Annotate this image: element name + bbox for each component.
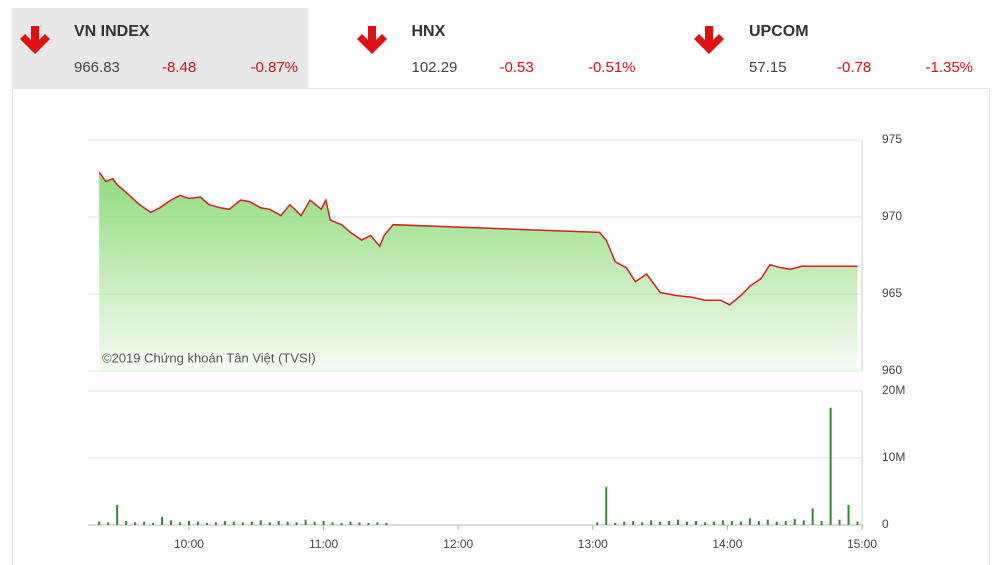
volume-bar xyxy=(322,520,325,525)
volume-bar xyxy=(232,521,235,525)
index-name: UPCOM xyxy=(749,23,809,40)
index-value: 966.83 xyxy=(74,59,120,76)
volume-bar xyxy=(143,521,146,525)
volume-bar xyxy=(748,518,751,525)
volume-bar xyxy=(214,522,217,525)
volume-bar xyxy=(134,522,137,525)
volume-bar xyxy=(385,522,388,525)
volume-bar xyxy=(730,520,733,525)
volume-bar xyxy=(178,522,181,525)
copyright: ©2019 Chứng khoán Tân Việt (TVSI) xyxy=(102,350,316,365)
arrows xyxy=(20,26,724,54)
x-tick-label: 15:00 xyxy=(847,537,877,551)
active-tab xyxy=(12,8,308,88)
volume-bar xyxy=(641,522,644,525)
x-tick-label: 10:00 xyxy=(174,537,204,551)
volume-bar xyxy=(116,504,119,525)
x-tick-label: 12:00 xyxy=(443,537,473,551)
index-value: 102.29 xyxy=(412,59,458,76)
index-percent: -0.87% xyxy=(250,59,298,76)
volume-bar xyxy=(596,522,599,525)
volume-bar xyxy=(784,520,787,525)
volume-bar xyxy=(161,516,164,525)
index-value: 57.15 xyxy=(749,59,787,76)
area-fill xyxy=(99,172,858,371)
volume-bar xyxy=(668,520,671,525)
volume-bar xyxy=(829,407,832,525)
volume-bar xyxy=(313,521,316,525)
volume-bar xyxy=(340,522,343,525)
volume-bar xyxy=(205,522,208,525)
volume-bar xyxy=(170,520,173,525)
volume-bar xyxy=(125,520,128,525)
volume-bar xyxy=(650,520,653,525)
volume-bar xyxy=(802,520,805,525)
volume-bar xyxy=(721,520,724,525)
volume-bar xyxy=(358,522,361,525)
volume-bar xyxy=(367,522,370,525)
x-tick-label: 13:00 xyxy=(578,537,608,551)
y-tick-label: 970 xyxy=(882,209,902,223)
volume-bar xyxy=(196,521,199,525)
index-name: VN INDEX xyxy=(74,23,150,40)
volume-bar xyxy=(757,520,760,525)
y-tick-label: 20M xyxy=(882,383,905,397)
volume-bar xyxy=(152,522,155,525)
volume-bar xyxy=(241,522,244,525)
volume-bar xyxy=(98,521,101,525)
volume-bar xyxy=(712,521,715,525)
volume-bar xyxy=(686,521,689,525)
volume-bar xyxy=(793,518,796,525)
volume-bar xyxy=(703,522,706,525)
volume-bar xyxy=(605,486,608,525)
y-tick-label: 975 xyxy=(882,132,902,146)
y-tick-label: 960 xyxy=(882,363,902,377)
y-tick-label: 965 xyxy=(882,286,902,300)
volume-bar xyxy=(838,519,841,525)
volume-bar xyxy=(349,521,352,525)
volume-bar xyxy=(107,522,110,525)
index-change: -0.78 xyxy=(837,59,871,76)
volume-bar xyxy=(223,520,226,525)
volume-bar xyxy=(304,519,307,525)
volume-bar xyxy=(268,522,271,525)
price-line xyxy=(98,171,858,306)
volume-bar xyxy=(659,521,662,525)
volume-bar xyxy=(856,521,859,525)
index-change: -8.48 xyxy=(162,59,196,76)
volume-bar xyxy=(623,521,626,525)
volume-bar xyxy=(694,520,697,525)
volume-bar xyxy=(632,520,635,525)
volume-bar xyxy=(250,521,253,525)
x-tick-label: 11:00 xyxy=(309,537,338,551)
volume-bar xyxy=(187,520,190,525)
volume-bar xyxy=(286,521,289,525)
volume-bar xyxy=(775,521,778,525)
volume-bar xyxy=(739,521,742,525)
volume-bar xyxy=(820,520,823,525)
x-tick-label: 14:00 xyxy=(712,537,742,551)
y-tick-label: 0 xyxy=(882,517,889,531)
volume-bar xyxy=(259,520,262,525)
volume-bar xyxy=(614,522,617,525)
volume-bar xyxy=(331,522,334,525)
volume-bar xyxy=(766,519,769,525)
volume-bar xyxy=(677,519,680,525)
volume-bar xyxy=(811,508,814,525)
index-percent: -1.35% xyxy=(925,59,973,76)
y-tick-label: 10M xyxy=(882,450,905,464)
index-name: HNX xyxy=(412,23,446,40)
volume-bar xyxy=(376,522,379,525)
index-percent: -0.51% xyxy=(588,59,636,76)
frame xyxy=(12,88,990,565)
volume-bar xyxy=(277,520,280,525)
volume-bar xyxy=(295,522,298,525)
index-change: -0.53 xyxy=(500,59,534,76)
volume-bar xyxy=(847,504,850,525)
